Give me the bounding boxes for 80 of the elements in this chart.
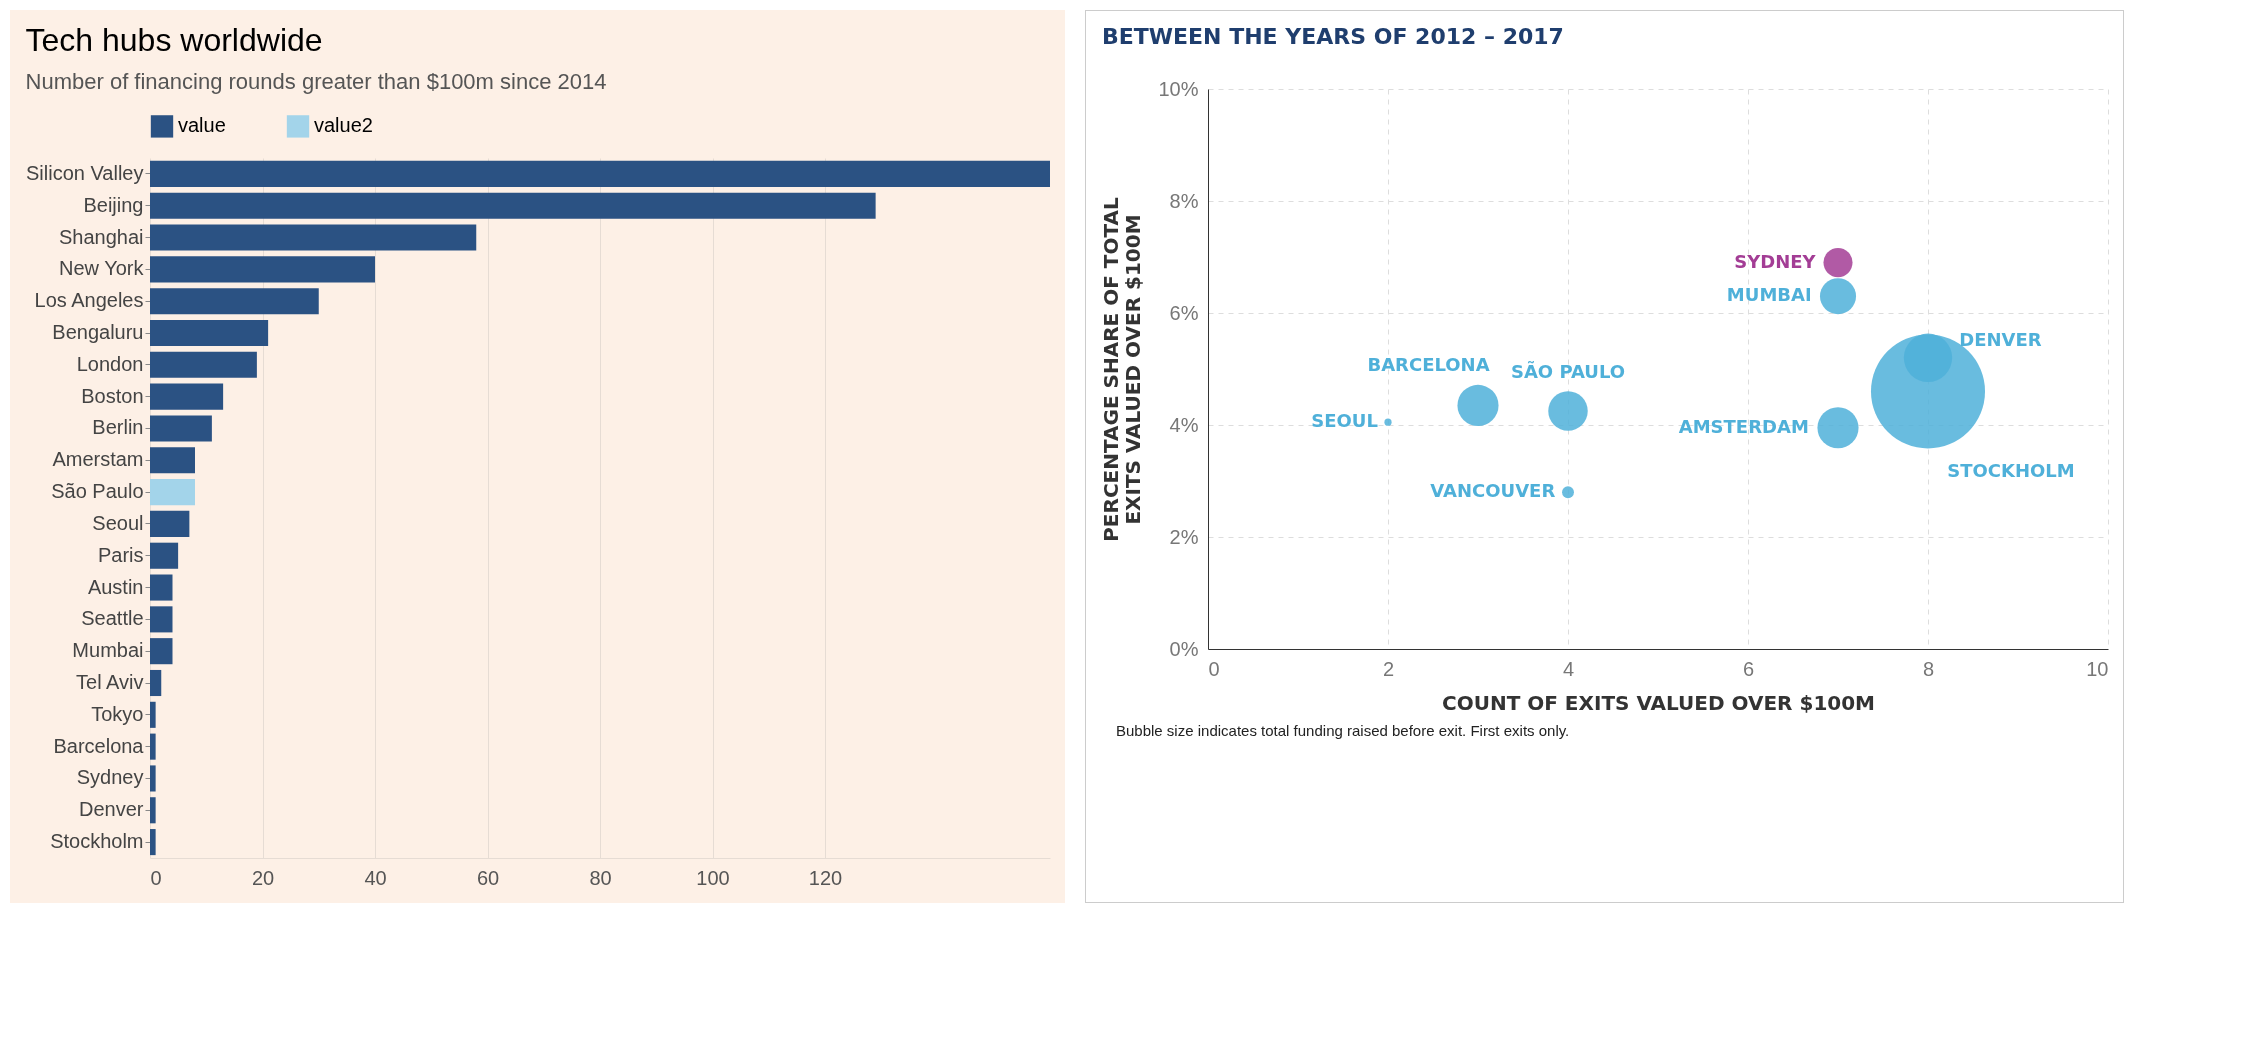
bar [150, 479, 195, 506]
y-tick-label: Paris [97, 543, 144, 566]
chart-title: BETWEEN THE YEARS OF 2012 – 2017 [1101, 24, 1564, 49]
y-tick-label: 6% [1169, 301, 1199, 324]
bar [150, 542, 179, 569]
bar [150, 606, 173, 633]
bar [150, 319, 269, 347]
series-label: AMSTERDAM [1678, 415, 1809, 437]
series-label: SÃO PAULO [1510, 359, 1626, 382]
series-label: MUMBAI [1726, 284, 1812, 306]
x-tick-label: 40 [364, 866, 387, 889]
y-tick-label: Tel Aviv [76, 671, 144, 693]
chart-title: Tech hubs worldwide [25, 22, 323, 58]
bar [150, 192, 876, 219]
x-tick-label: 20 [251, 866, 275, 889]
bar [150, 256, 375, 283]
bar [150, 415, 212, 442]
y-tick-label: Mumbai [72, 639, 144, 662]
y-tick-label: Austin [87, 575, 144, 598]
series-label: DENVER [1959, 329, 2042, 351]
y-tick-label: São Paulo [51, 480, 144, 503]
series-label: STOCKHOLM [1947, 459, 2075, 481]
y-tick-label: Beijing [83, 193, 144, 216]
series-label: BARCELONA [1367, 354, 1490, 376]
text: Bubble size indicates total funding raised before exit. First exits only. [1116, 722, 1571, 739]
x-tick-label: 6 [1742, 657, 1755, 680]
bar [150, 829, 156, 856]
y-tick-label: 4% [1169, 413, 1199, 436]
bar [150, 383, 224, 410]
y-tick-label: Barcelona [53, 734, 145, 757]
bar [150, 447, 195, 474]
y-tick-label: 10% [1158, 77, 1199, 100]
legend-label: value [178, 114, 226, 137]
bar [150, 733, 156, 760]
x-tick-label: 120 [808, 866, 843, 889]
bar [150, 638, 173, 665]
bar [150, 797, 156, 824]
y-tick-label: 0% [1169, 637, 1199, 660]
y-tick-label: Bengaluru [52, 321, 144, 343]
x-tick-label: 8 [1922, 657, 1935, 680]
y-tick-label: Tokyo [91, 702, 144, 725]
y-tick-label: 8% [1169, 189, 1199, 212]
y-tick-label: Stockholm [50, 830, 144, 853]
x-tick-label: 60 [476, 866, 500, 889]
series-label: SYDNEY [1734, 250, 1817, 272]
x-tick-label: 0 [1208, 657, 1220, 680]
x-tick-label: 100 [696, 866, 730, 889]
bar [150, 224, 477, 251]
y-tick-label: Berlin [92, 416, 144, 439]
bar [150, 510, 190, 537]
x-tick-label: 80 [589, 866, 612, 889]
series-label: VANCOUVER [1430, 480, 1556, 502]
bar [150, 288, 319, 315]
y-tick-label: Silicon Valley [26, 161, 144, 184]
y-tick-label: Sydney [76, 766, 144, 789]
y-tick-label: Boston [81, 384, 144, 407]
y-axis-title: PERCENTAGE SHARE OF TOTAL EXITS VALUED OVER $100M [1099, 196, 1146, 542]
y-tick-label: Shanghai [58, 225, 144, 248]
legend-label: value2 [314, 114, 373, 137]
y-tick-label: Denver [79, 798, 144, 821]
bar [150, 669, 162, 697]
y-tick-label: Amerstam [52, 448, 144, 471]
x-tick-label: 0 [150, 866, 162, 889]
bar [150, 701, 156, 728]
bar [150, 160, 1050, 187]
x-tick-label: 2 [1382, 657, 1395, 680]
series-label: SEOUL [1311, 410, 1378, 432]
bar [150, 765, 156, 792]
y-tick-label: 2% [1169, 525, 1199, 548]
chart-subtitle: Number of financing rounds greater than $100m since 2014 [25, 69, 607, 94]
x-tick-label: 10 [2086, 657, 2109, 680]
y-tick-label: Seattle [81, 607, 144, 630]
y-tick-label: Los Angeles [34, 289, 144, 312]
bar [150, 351, 257, 378]
y-tick-label: New York [59, 257, 145, 280]
bar [150, 574, 173, 601]
x-axis-title: COUNT OF EXITS VALUED OVER $100M [1441, 690, 1876, 715]
y-tick-label: London [76, 352, 144, 375]
x-tick-label: 4 [1562, 657, 1575, 680]
y-tick-label: Seoul [92, 511, 144, 534]
